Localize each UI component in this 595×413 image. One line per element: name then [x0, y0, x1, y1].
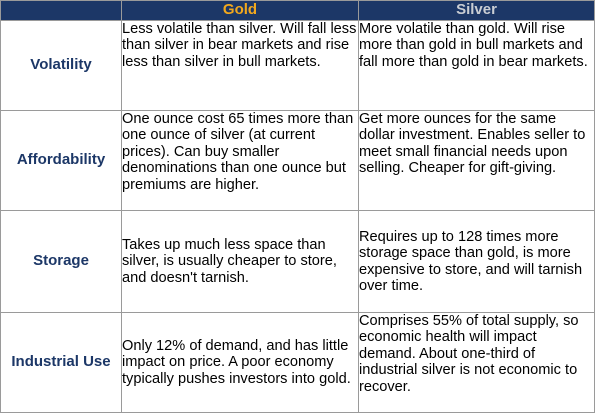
row-label-industrial-use: Industrial Use [0, 312, 122, 413]
table-row: Affordability One ounce cost 65 times mo… [0, 110, 595, 211]
header-silver: Silver [358, 0, 595, 21]
gold-cell-affordability: One ounce cost 65 times more than one ou… [121, 110, 359, 211]
silver-cell-industrial-use: Comprises 55% of total supply, so econom… [358, 312, 595, 413]
header-corner [0, 0, 122, 21]
table-row: Industrial Use Only 12% of demand, and h… [0, 312, 595, 413]
table-row: Storage Takes up much less space than si… [0, 210, 595, 313]
silver-cell-affordability: Get more ounces for the same dollar inve… [358, 110, 595, 211]
header-row: Gold Silver [0, 0, 595, 21]
table-row: Volatility Less volatile than silver. Wi… [0, 20, 595, 111]
row-label-volatility: Volatility [0, 20, 122, 111]
silver-cell-volatility: More volatile than gold. Will rise more … [358, 20, 595, 111]
silver-cell-storage: Requires up to 128 times more storage sp… [358, 210, 595, 313]
row-label-affordability: Affordability [0, 110, 122, 211]
gold-cell-industrial-use: Only 12% of demand, and has little impac… [121, 312, 359, 413]
gold-cell-volatility: Less volatile than silver. Will fall les… [121, 20, 359, 111]
row-label-storage: Storage [0, 210, 122, 313]
header-gold: Gold [121, 0, 359, 21]
gold-cell-storage: Takes up much less space than silver, is… [121, 210, 359, 313]
